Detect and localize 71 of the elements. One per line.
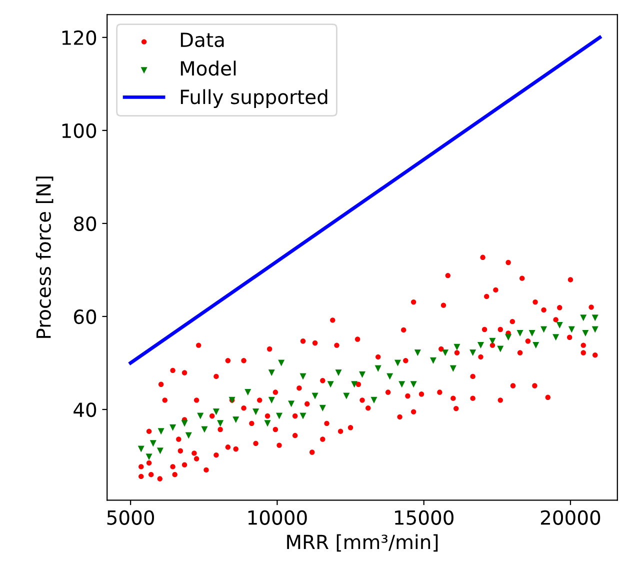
point: [497, 346, 504, 352]
point: [394, 360, 401, 366]
point: [505, 334, 512, 341]
point: [454, 344, 460, 350]
point: [410, 381, 417, 388]
point: [197, 412, 204, 420]
point: [528, 330, 536, 336]
point: [327, 381, 334, 388]
point: [268, 369, 275, 376]
point: [374, 365, 382, 372]
point: [556, 322, 563, 329]
point: [300, 373, 306, 380]
y-tick-label: 120: [62, 30, 96, 46]
point: [370, 396, 378, 404]
point: [442, 349, 449, 356]
point: [335, 369, 342, 376]
point: [170, 424, 176, 431]
point: [146, 454, 152, 460]
x-tick-label: 10000: [248, 510, 307, 525]
point: [268, 396, 275, 404]
point: [138, 446, 144, 452]
point: [264, 420, 271, 427]
point: [568, 326, 575, 333]
point: [156, 448, 164, 454]
point: [470, 349, 476, 356]
point: [516, 330, 524, 336]
legend-label: Fully supported: [180, 89, 328, 108]
x-tick-label: 5000: [107, 510, 154, 525]
point: [398, 381, 406, 388]
point: [540, 326, 548, 333]
y-tick-label: 100: [62, 123, 96, 138]
point: [592, 326, 598, 333]
point: [300, 412, 306, 420]
point: [450, 365, 456, 372]
point: [158, 428, 164, 435]
point: [252, 408, 260, 416]
point: [319, 404, 326, 412]
point: [592, 314, 598, 322]
point: [386, 373, 394, 380]
point: [232, 416, 240, 423]
point: [477, 342, 484, 349]
point: [580, 314, 587, 322]
point: [150, 440, 156, 447]
y-tick-label: 80: [74, 216, 96, 232]
point: [312, 392, 318, 400]
legend-label: Data: [180, 32, 224, 48]
y-tick-label: 40: [74, 402, 96, 418]
point: [181, 420, 188, 427]
point: [582, 330, 589, 336]
point: [343, 392, 350, 400]
x-axis-title: MRR [mm³/min]: [287, 534, 438, 552]
point: [201, 426, 208, 433]
point: [217, 420, 224, 427]
y-axis-title: Process force [N]: [36, 176, 54, 338]
point: [351, 381, 358, 388]
point: [552, 334, 560, 341]
point: [276, 412, 283, 420]
point: [288, 400, 295, 408]
y-tick-label: 60: [74, 309, 96, 324]
point: [278, 360, 285, 366]
point: [489, 338, 496, 344]
point: [430, 357, 436, 364]
point: [532, 342, 540, 349]
legend-label: Model: [180, 60, 236, 76]
point: [212, 408, 220, 416]
point: [244, 389, 252, 396]
x-tick-label: 15000: [395, 510, 454, 525]
x-tick-label: 20000: [540, 510, 600, 525]
point: [185, 432, 192, 439]
point: [358, 371, 366, 378]
point: [414, 349, 421, 356]
